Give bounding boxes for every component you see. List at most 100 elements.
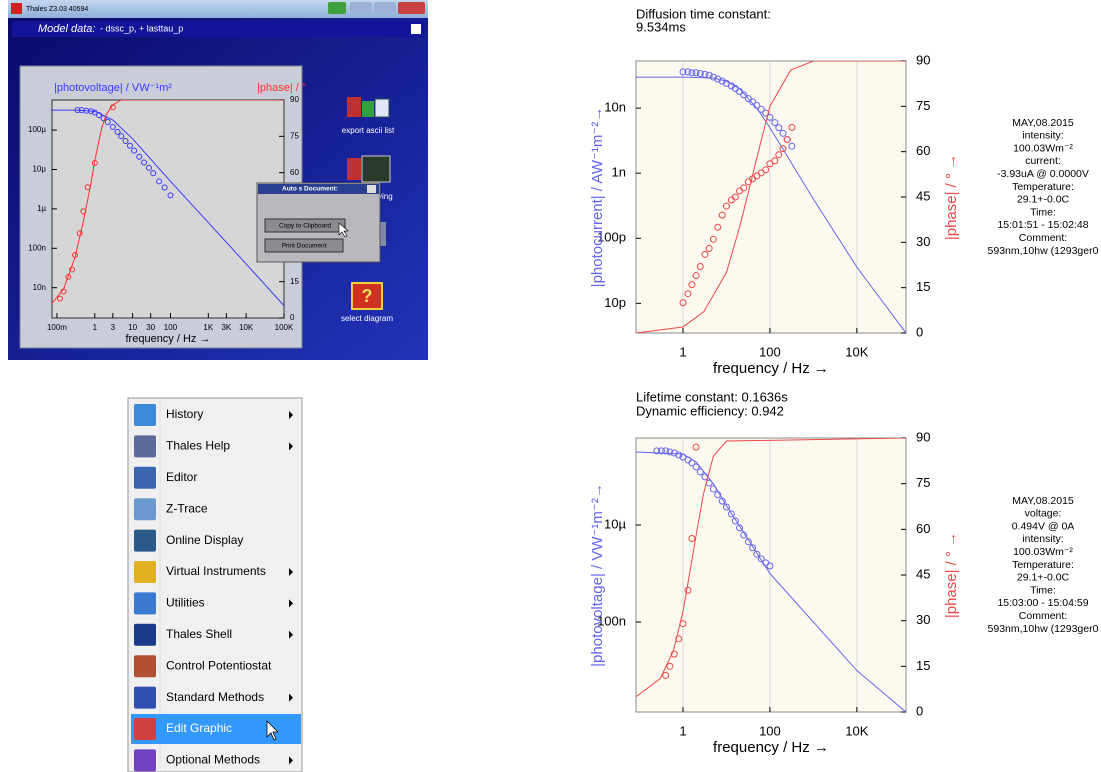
y2-tick-label: 45	[916, 566, 930, 581]
menu-label: Thales Help	[166, 439, 230, 453]
dialog-button-label: Copy to Clipboard	[279, 223, 331, 230]
dialog-title: Auto s Document:	[282, 186, 338, 193]
x-tick-label: 1K	[203, 323, 213, 332]
header-close[interactable]	[411, 24, 421, 34]
y2-tick-label: 90	[290, 95, 299, 104]
side-note: Time:	[1030, 584, 1056, 596]
y-axis-label: |photovoltage| / VW⁻¹m⁻²→	[589, 483, 606, 667]
menu-label: Utilities	[166, 596, 205, 610]
y2-tick-label: 0	[916, 703, 923, 718]
icon-glyph: ?	[362, 286, 373, 306]
side-note: Temperature:	[1012, 181, 1074, 193]
y2-tick-label: 15	[916, 658, 930, 673]
side-note: current:	[1025, 155, 1061, 167]
menu-icon	[134, 404, 156, 426]
side-note: Time:	[1030, 206, 1056, 218]
side-note: voltage:	[1025, 508, 1062, 520]
y-axis-label: |photocurrent| / AW⁻¹m⁻²→	[589, 107, 606, 288]
y-tick-label: 100µ	[28, 125, 46, 134]
side-note: 100.03Wm⁻²	[1013, 546, 1073, 558]
menu-icon	[134, 718, 156, 740]
x-tick-label: 1	[93, 323, 98, 332]
x-tick-label: 3	[111, 323, 116, 332]
x-tick-label: 100	[759, 723, 781, 738]
side-note: 0.494V @ 0A	[1012, 520, 1075, 532]
thales-window: Thales Z3.03 40594 Model data: - dssc_p,…	[8, 0, 428, 360]
y-tick-label: 10n	[33, 283, 46, 292]
document-dialog: Auto s Document: Copy to Clipboard Print…	[257, 183, 380, 262]
minimize-button[interactable]	[328, 2, 346, 14]
x-axis-label: frequency / Hz →	[126, 333, 211, 345]
menu-label: Optional Methods	[166, 753, 260, 767]
icon-part	[347, 97, 361, 117]
side-note: 593nm,10hw (1293ger0	[988, 245, 1099, 257]
y2-tick-label: 0	[290, 313, 295, 322]
side-note: Comment:	[1019, 610, 1067, 622]
side-note: 29.1+-0.0C	[1017, 194, 1070, 206]
tool-label: select diagram	[341, 314, 393, 323]
y2-axis-label: |phase| / ° →	[943, 532, 960, 618]
plot-area	[52, 100, 284, 318]
y-tick-label: 10p	[604, 295, 626, 310]
lifetime-chart: Lifetime constant: 0.1636sDynamic effici…	[589, 389, 1099, 756]
menu-icon	[134, 530, 156, 552]
menu-label: Z-Trace	[166, 501, 208, 515]
x-tick-label: 100	[164, 323, 178, 332]
y2-tick-label: 15	[916, 279, 930, 294]
x-tick-label: 10	[128, 323, 137, 332]
menu-icon	[134, 687, 156, 709]
menu-icon	[134, 467, 156, 489]
menu-icon	[134, 624, 156, 646]
menu-label: Editor	[166, 470, 197, 484]
tool-export[interactable]: export ascii list	[342, 97, 395, 135]
side-note: intensity:	[1022, 130, 1063, 142]
y2-axis-label: |phase| / ° →	[943, 154, 960, 240]
dialog-button-label: Print Document	[282, 243, 327, 250]
menu-icon	[134, 592, 156, 614]
icon-part	[362, 101, 374, 117]
menu-icon	[134, 655, 156, 677]
close-button[interactable]	[398, 2, 425, 14]
icon-part	[362, 156, 390, 182]
y2-tick-label: 15	[290, 277, 299, 286]
x-tick-label: 100	[759, 344, 781, 359]
x-tick-label: 10K	[845, 723, 868, 738]
y-tick-label: 10µ	[604, 516, 626, 531]
window-title: Thales Z3.03 40594	[26, 6, 88, 13]
x-tick-label: 1	[679, 723, 686, 738]
y-axis-label: |photovoltage| / VW⁻¹m²	[54, 82, 172, 94]
side-note: intensity:	[1022, 533, 1063, 545]
x-tick-label: 10K	[239, 323, 254, 332]
y2-tick-label: 75	[916, 475, 930, 490]
page: Thales Z3.03 40594 Model data: - dssc_p,…	[0, 0, 1101, 772]
x-axis-label: frequency / Hz →	[713, 360, 829, 377]
y-tick-label: 1n	[612, 165, 626, 180]
y-tick-label: 10n	[604, 100, 626, 115]
chart-title: 9.534ms	[636, 19, 686, 34]
screenshot: Thales Z3.03 40594 Model data: - dssc_p,…	[0, 0, 1101, 772]
y2-tick-label: 90	[916, 52, 930, 67]
chart-title: Lifetime constant: 0.1636s	[636, 389, 788, 404]
y2-tick-label: 45	[916, 188, 930, 203]
menu-label: Control Potentiostat	[166, 658, 272, 672]
header-value: - dssc_p, + lasttau_p	[100, 23, 183, 33]
x-tick-label: 30	[146, 323, 155, 332]
y2-tick-label: 60	[916, 521, 930, 536]
header-label: Model data:	[38, 23, 95, 35]
menu-label: Edit Graphic	[166, 721, 232, 735]
menu-icon	[134, 561, 156, 583]
chart-title: Dynamic efficiency: 0.942	[636, 403, 784, 418]
side-note: 100.03Wm⁻²	[1013, 142, 1073, 154]
restore-button[interactable]	[350, 2, 372, 14]
y-tick-label: 100n	[28, 243, 46, 252]
menu-label: Virtual Instruments	[166, 564, 266, 578]
y2-tick-label: 60	[916, 143, 930, 158]
y2-tick-label: 0	[916, 324, 923, 339]
side-note: 29.1+-0.0C	[1017, 572, 1070, 584]
y2-tick-label: 75	[290, 131, 299, 140]
dialog-close[interactable]	[367, 185, 376, 193]
x-axis-label: frequency / Hz →	[713, 739, 829, 756]
maximize-button[interactable]	[374, 2, 396, 14]
app-icon	[11, 3, 22, 14]
